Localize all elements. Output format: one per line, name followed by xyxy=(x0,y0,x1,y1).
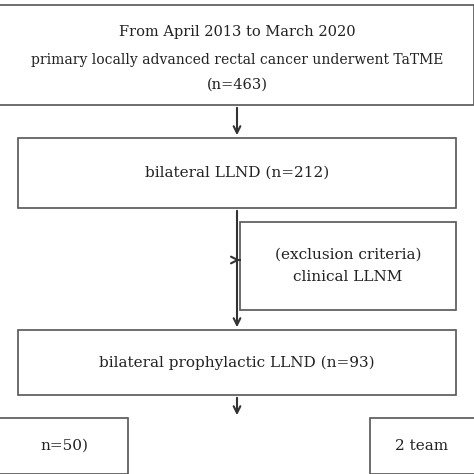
Text: From April 2013 to March 2020: From April 2013 to March 2020 xyxy=(118,25,356,39)
Text: n=50): n=50) xyxy=(40,439,88,453)
Text: bilateral prophylactic LLND (n=93): bilateral prophylactic LLND (n=93) xyxy=(99,356,375,370)
Text: (exclusion criteria): (exclusion criteria) xyxy=(275,248,421,262)
Bar xyxy=(240,222,456,310)
Bar xyxy=(18,138,456,208)
Text: (n=463): (n=463) xyxy=(207,78,267,92)
Bar xyxy=(0,5,474,105)
Text: primary locally advanced rectal cancer underwent TaTME: primary locally advanced rectal cancer u… xyxy=(31,53,443,67)
Bar xyxy=(18,330,456,395)
Text: clinical LLNM: clinical LLNM xyxy=(293,270,403,284)
Bar xyxy=(0,418,128,474)
Text: bilateral LLND (n=212): bilateral LLND (n=212) xyxy=(145,166,329,180)
Text: 2 team: 2 team xyxy=(395,439,448,453)
Bar xyxy=(370,418,474,474)
